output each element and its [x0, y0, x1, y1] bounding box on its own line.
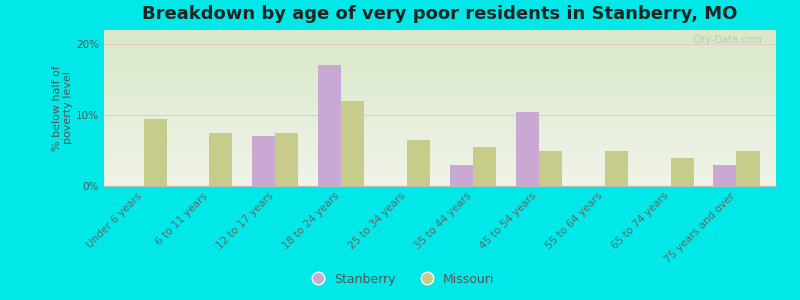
Title: Breakdown by age of very poor residents in Stanberry, MO: Breakdown by age of very poor residents … [142, 5, 738, 23]
Bar [252, 136, 275, 186]
Bar [407, 140, 430, 186]
Bar [737, 151, 759, 186]
Bar [605, 151, 628, 186]
Bar [516, 112, 539, 186]
Bar [670, 158, 694, 186]
Bar [450, 165, 473, 186]
Bar [714, 165, 737, 186]
Text: City-Data.com: City-Data.com [693, 35, 762, 45]
Y-axis label: % below half of
poverty level: % below half of poverty level [52, 65, 74, 151]
Bar [275, 133, 298, 186]
Legend: Stanberry, Missouri: Stanberry, Missouri [301, 268, 499, 291]
Bar [143, 118, 166, 186]
Bar [539, 151, 562, 186]
Bar [341, 101, 364, 186]
Bar [318, 65, 341, 186]
Bar [210, 133, 233, 186]
Bar [473, 147, 496, 186]
